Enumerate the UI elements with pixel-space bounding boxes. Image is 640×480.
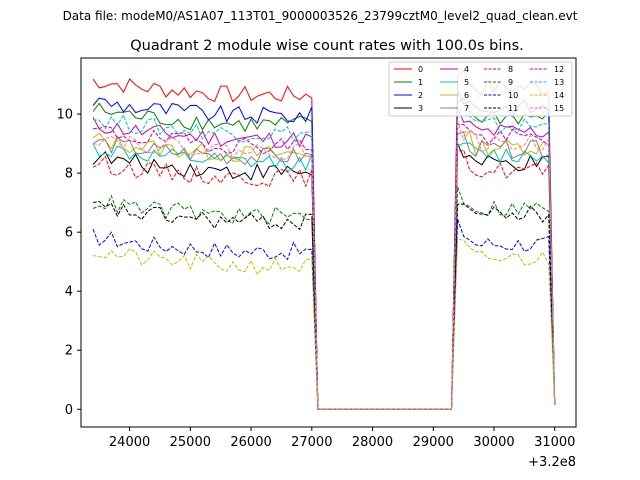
x-tick-label: 26000 — [230, 435, 271, 450]
legend-label-12: 12 — [554, 65, 564, 74]
x-tick-label: 27000 — [291, 435, 332, 450]
legend-label-9: 9 — [508, 78, 513, 87]
y-tick-label: 0 — [65, 403, 73, 418]
x-tick-label: 24000 — [109, 435, 150, 450]
series-line-13 — [93, 108, 556, 410]
y-tick-label: 4 — [65, 285, 73, 300]
series-line-10 — [92, 218, 556, 410]
legend-label-6: 6 — [464, 91, 469, 100]
series-line-1 — [92, 96, 556, 410]
chart-suptitle: Data file: modeM0/AS1A07_113T01_90000035… — [63, 9, 578, 23]
series-line-5 — [92, 142, 556, 410]
series-line-7 — [92, 131, 556, 410]
series-line-2 — [92, 90, 556, 410]
series-layer — [92, 70, 556, 410]
x-axis-ticks: 24000 25000 26000 27000 28000 29000 30000 31000 — [109, 427, 575, 450]
y-tick-label: 6 — [65, 226, 73, 241]
series-line-11 — [93, 200, 556, 410]
chart-title: Quadrant 2 module wise count rates with … — [130, 38, 524, 54]
legend-label-1: 1 — [418, 78, 423, 87]
x-tick-label: 31000 — [534, 435, 575, 450]
legend-label-10: 10 — [508, 91, 518, 100]
series-line-9 — [92, 186, 556, 410]
plot-frame — [80, 57, 577, 428]
legend-label-11: 11 — [508, 104, 518, 113]
x-tick-label: 25000 — [170, 435, 211, 450]
y-axis-ticks: 0 2 4 6 8 10 — [56, 108, 81, 418]
y-tick-label: 2 — [65, 344, 73, 359]
x-tick-label: 28000 — [352, 435, 393, 450]
x-tick-label: 30000 — [473, 435, 514, 450]
series-line-14 — [93, 238, 556, 410]
series-line-4 — [92, 107, 556, 410]
legend-label-0: 0 — [418, 65, 423, 74]
legend-label-3: 3 — [418, 104, 423, 113]
series-line-3 — [92, 143, 556, 410]
y-tick-label: 8 — [65, 167, 73, 182]
x-offset-label: +3.2e8 — [528, 455, 576, 470]
legend-label-8: 8 — [508, 65, 513, 74]
legend-label-5: 5 — [464, 78, 469, 87]
legend-label-4: 4 — [464, 65, 469, 74]
y-tick-label: 10 — [56, 108, 73, 123]
series-line-12 — [93, 123, 556, 410]
legend-box — [388, 61, 573, 117]
legend-label-15: 15 — [554, 104, 564, 113]
x-tick-label: 29000 — [413, 435, 454, 450]
legend-label-2: 2 — [418, 91, 423, 100]
series-line-0 — [92, 70, 556, 410]
series-line-15 — [92, 120, 556, 410]
legend-label-13: 13 — [554, 78, 564, 87]
series-line-6 — [92, 131, 556, 410]
legend-label-14: 14 — [554, 91, 564, 100]
legend-label-7: 7 — [464, 104, 469, 113]
series-line-8 — [92, 149, 556, 410]
